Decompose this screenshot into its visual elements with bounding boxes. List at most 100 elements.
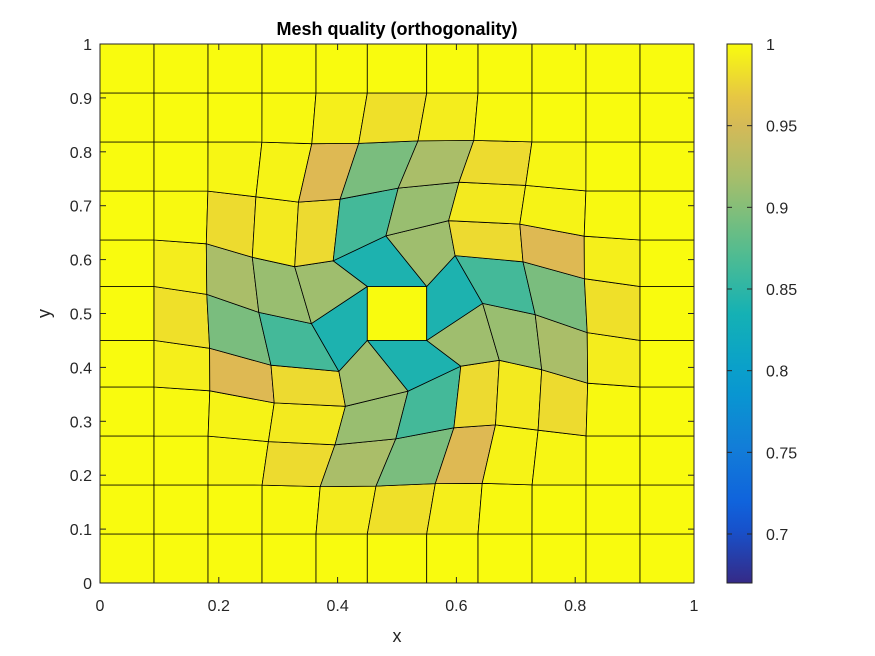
mesh-cell	[153, 484, 209, 535]
mesh-cell	[639, 339, 695, 388]
mesh-cell	[639, 286, 695, 341]
mesh-centre-cell	[366, 286, 428, 341]
mesh-cell	[315, 533, 368, 584]
plot-area: 0 0.2 0.4 0.6 0.8 1 0 0.1 0.2 0.3 0.4 0.5 0.6 0.7 0.8…	[70, 37, 699, 615]
mesh-cell	[153, 92, 209, 143]
y-tick-label: 0.4	[70, 360, 92, 377]
mesh-cell	[448, 181, 527, 225]
mesh-cell	[585, 435, 641, 486]
colorbar-tick-label: 0.85	[766, 282, 797, 299]
mesh-cell	[531, 484, 587, 535]
mesh-cell	[207, 141, 263, 198]
colorbar-tick-label: 0.9	[766, 200, 788, 217]
mesh-cell	[311, 92, 368, 145]
mesh-cell	[207, 484, 263, 535]
mesh-cell	[261, 92, 317, 145]
mesh-cell	[366, 483, 436, 535]
mesh-cell	[583, 278, 641, 341]
mesh-cells	[99, 43, 695, 584]
mesh-cell	[207, 533, 263, 584]
chart-title: Mesh quality (orthogonality)	[277, 19, 518, 39]
mesh-cell	[495, 359, 543, 431]
y-axis-ticks: 0 0.1 0.2 0.3 0.4 0.5 0.6 0.7 0.8 0.9 1	[70, 37, 694, 593]
mesh-cell	[426, 43, 479, 94]
mesh-cell	[261, 43, 317, 94]
colorbar-tick-label: 0.75	[766, 445, 797, 462]
mesh-cell	[207, 92, 263, 143]
mesh-cell	[99, 386, 155, 437]
mesh-cell	[153, 533, 209, 584]
mesh-cell	[639, 92, 695, 143]
colorbar-ticks: 0.7 0.75 0.8 0.85 0.9 0.95 1	[727, 37, 797, 544]
colorbar: 0.7 0.75 0.8 0.85 0.9 0.95 1	[726, 37, 797, 584]
mesh-cell	[453, 359, 500, 429]
mesh-cell	[477, 43, 533, 94]
mesh-cell	[153, 435, 209, 486]
mesh-cell	[639, 190, 695, 241]
y-tick-label: 0.5	[70, 307, 92, 324]
mesh-cell	[99, 286, 155, 341]
colorbar-tick-label: 1	[766, 37, 775, 54]
colorbar-tick-label: 0.8	[766, 364, 788, 381]
mesh-cell	[261, 484, 321, 535]
mesh-cell	[448, 220, 524, 263]
y-tick-label: 0.7	[70, 199, 92, 216]
mesh-cell	[525, 141, 587, 192]
mesh-cell	[585, 141, 641, 192]
mesh-cell	[358, 92, 428, 144]
mesh-cell	[366, 43, 428, 94]
mesh-cell	[99, 190, 155, 241]
mesh-cell	[153, 386, 211, 437]
mesh-cell	[267, 402, 346, 446]
y-tick-label: 0.9	[70, 91, 92, 108]
mesh-cell	[531, 43, 587, 94]
mesh-cell	[207, 43, 263, 94]
mesh-cell	[583, 190, 641, 241]
mesh-cell	[639, 141, 695, 192]
mesh-cell	[531, 429, 587, 486]
mesh-cell	[639, 533, 695, 584]
mesh-cell	[585, 484, 641, 535]
mesh-cell	[531, 533, 587, 584]
mesh-cell	[153, 43, 209, 94]
mesh-cell	[477, 533, 533, 584]
mesh-cell	[639, 484, 695, 535]
mesh-cell	[586, 332, 641, 388]
mesh-cell	[153, 286, 211, 349]
mesh-cell	[315, 485, 377, 535]
mesh-cell	[153, 141, 209, 192]
mesh-cell	[153, 339, 211, 392]
mesh-cell	[99, 141, 155, 192]
y-tick-label: 1	[83, 37, 92, 54]
colorbar-tick-label: 0.7	[766, 527, 788, 544]
mesh-cell	[426, 533, 479, 584]
y-tick-label: 0	[83, 576, 92, 593]
y-axis-label: y	[34, 309, 54, 318]
mesh-cell	[366, 533, 428, 584]
y-tick-label: 0.1	[70, 522, 92, 539]
x-tick-label: 0	[96, 598, 105, 615]
mesh-cell	[417, 92, 479, 142]
mesh-cell	[426, 482, 483, 535]
mesh-cell	[477, 482, 533, 535]
mesh-cell	[99, 339, 155, 388]
mesh-cell	[261, 533, 317, 584]
x-tick-label: 0.2	[208, 598, 230, 615]
x-tick-label: 0.4	[326, 598, 348, 615]
mesh-cell	[99, 533, 155, 584]
mesh-cell	[99, 43, 155, 94]
mesh-cell	[99, 239, 155, 287]
y-tick-label: 0.8	[70, 145, 92, 162]
mesh-cell	[585, 533, 641, 584]
mesh-cell	[583, 235, 641, 287]
mesh-cell	[473, 92, 533, 143]
mesh-cell	[585, 382, 641, 437]
mesh-cell	[153, 190, 209, 245]
colorbar-tick-label: 0.95	[766, 119, 797, 136]
mesh-cell	[639, 43, 695, 94]
x-tick-label: 0.6	[445, 598, 467, 615]
mesh-cell	[99, 435, 155, 486]
mesh-cell	[315, 43, 368, 94]
x-tick-label: 1	[690, 598, 699, 615]
